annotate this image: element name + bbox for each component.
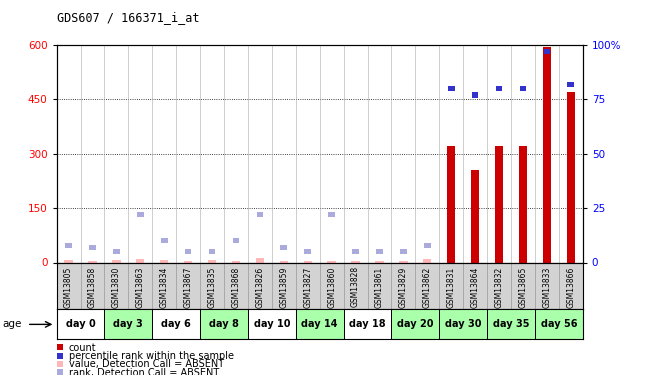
Bar <box>519 86 526 91</box>
Bar <box>153 309 200 339</box>
Bar <box>424 243 431 248</box>
Bar <box>344 309 392 339</box>
Bar <box>65 260 73 262</box>
Bar <box>65 243 72 248</box>
Bar <box>57 309 105 339</box>
Bar <box>113 249 120 254</box>
Bar <box>328 261 336 262</box>
Text: GSM13833: GSM13833 <box>542 266 551 308</box>
Text: percentile rank within the sample: percentile rank within the sample <box>69 351 234 361</box>
Bar <box>352 249 359 254</box>
Text: GSM13866: GSM13866 <box>566 266 575 308</box>
Text: day 56: day 56 <box>541 320 577 329</box>
Bar <box>567 82 574 87</box>
Bar <box>543 47 551 262</box>
Text: GSM13861: GSM13861 <box>375 266 384 308</box>
Text: GSM13863: GSM13863 <box>136 266 145 308</box>
Bar <box>208 249 215 254</box>
Text: GSM13835: GSM13835 <box>208 266 216 308</box>
Text: day 0: day 0 <box>66 320 95 329</box>
Text: GSM13826: GSM13826 <box>255 266 264 308</box>
Bar <box>280 261 288 262</box>
Bar <box>447 147 456 262</box>
Text: GSM13862: GSM13862 <box>423 266 432 308</box>
Bar <box>535 309 583 339</box>
Bar <box>304 249 311 254</box>
Bar <box>375 261 384 262</box>
Bar <box>208 260 216 262</box>
Text: GSM13868: GSM13868 <box>232 266 240 308</box>
Bar <box>392 309 440 339</box>
Bar <box>184 261 192 262</box>
Text: GDS607 / 166371_i_at: GDS607 / 166371_i_at <box>57 11 199 24</box>
Bar <box>105 309 153 339</box>
Text: day 10: day 10 <box>254 320 290 329</box>
Bar <box>567 92 575 262</box>
Text: day 20: day 20 <box>397 320 434 329</box>
Bar <box>184 249 192 254</box>
Bar <box>423 259 432 262</box>
Text: value, Detection Call = ABSENT: value, Detection Call = ABSENT <box>69 360 224 369</box>
Text: GSM13829: GSM13829 <box>399 266 408 308</box>
Bar <box>487 309 535 339</box>
Text: day 30: day 30 <box>445 320 482 329</box>
Text: GSM13867: GSM13867 <box>184 266 192 308</box>
Bar <box>440 309 487 339</box>
Bar <box>232 238 239 243</box>
Text: GSM13834: GSM13834 <box>160 266 168 308</box>
Bar <box>496 86 502 91</box>
Text: GSM13858: GSM13858 <box>88 266 97 308</box>
Bar <box>400 249 407 254</box>
Text: count: count <box>69 343 96 353</box>
Text: day 8: day 8 <box>209 320 239 329</box>
Text: GSM13859: GSM13859 <box>279 266 288 308</box>
Bar <box>136 259 145 262</box>
Text: day 35: day 35 <box>493 320 529 329</box>
Bar <box>399 261 408 262</box>
Bar <box>89 245 96 250</box>
Text: GSM13830: GSM13830 <box>112 266 121 308</box>
Bar <box>256 212 263 217</box>
Bar <box>256 258 264 262</box>
Text: day 3: day 3 <box>113 320 143 329</box>
Bar <box>280 245 287 250</box>
Text: GSM13828: GSM13828 <box>351 266 360 308</box>
Text: GSM13831: GSM13831 <box>447 266 456 308</box>
Text: age: age <box>3 320 22 329</box>
Bar <box>200 309 248 339</box>
Text: GSM13827: GSM13827 <box>303 266 312 308</box>
Text: GSM13805: GSM13805 <box>64 266 73 308</box>
Bar <box>328 212 335 217</box>
Bar <box>296 309 344 339</box>
Bar <box>376 249 383 254</box>
Text: day 6: day 6 <box>161 320 191 329</box>
Bar <box>472 93 478 98</box>
Text: GSM13864: GSM13864 <box>471 266 480 308</box>
Bar <box>112 260 121 262</box>
Bar <box>495 147 503 262</box>
Bar <box>471 170 480 262</box>
Text: GSM13832: GSM13832 <box>495 266 503 308</box>
Bar <box>352 261 360 262</box>
Text: day 18: day 18 <box>349 320 386 329</box>
Bar <box>232 261 240 262</box>
Text: GSM13860: GSM13860 <box>327 266 336 308</box>
Bar <box>161 238 168 243</box>
Bar <box>448 86 455 91</box>
Bar <box>89 261 97 262</box>
Text: day 14: day 14 <box>302 320 338 329</box>
Bar <box>543 49 550 54</box>
Text: GSM13865: GSM13865 <box>518 266 527 308</box>
Bar <box>160 260 168 262</box>
Bar <box>248 309 296 339</box>
Bar <box>519 147 527 262</box>
Text: rank, Detection Call = ABSENT: rank, Detection Call = ABSENT <box>69 368 219 375</box>
Bar <box>137 212 144 217</box>
Bar <box>304 261 312 262</box>
